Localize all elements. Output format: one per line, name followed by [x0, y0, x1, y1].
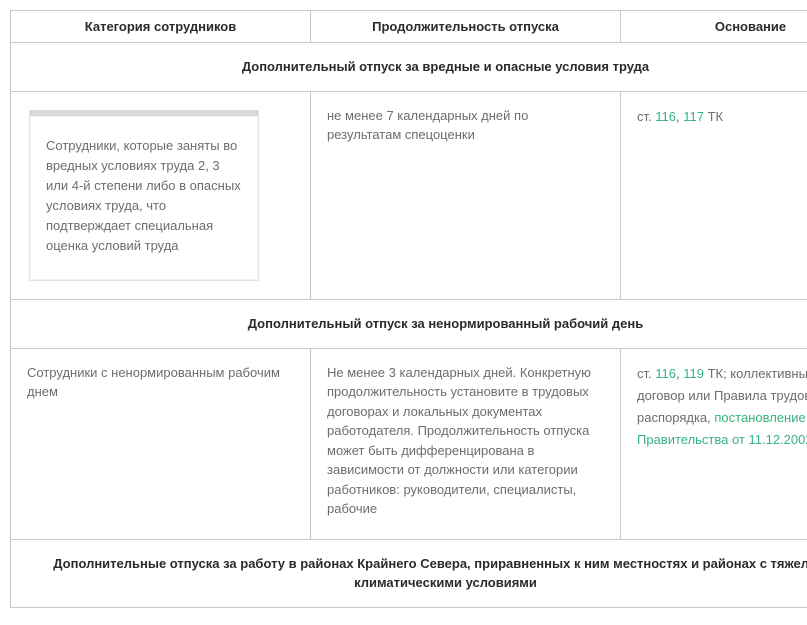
cell-duration: не менее 7 календарных дней по результат… — [311, 91, 621, 300]
leave-categories-table: Категория сотрудников Продолжительность … — [10, 10, 807, 608]
table-header-row: Категория сотрудников Продолжительность … — [11, 11, 807, 43]
basis-text: ст. — [637, 366, 655, 381]
cell-category: Сотрудники, которые заняты во вредных ус… — [11, 91, 311, 300]
cell-basis: ст. 116, 119 ТК; коллективный договор ил… — [621, 348, 807, 539]
section-title: Дополнительный отпуск за ненормированный… — [11, 300, 807, 349]
highlighted-category-box: Сотрудники, которые заняты во вредных ус… — [29, 110, 259, 282]
section-header-row: Дополнительный отпуск за вредные и опасн… — [11, 43, 807, 92]
legal-reference-link[interactable]: 116 — [655, 109, 676, 124]
col-header-duration: Продолжительность отпуска — [311, 11, 621, 43]
basis-text: ТК — [704, 109, 723, 124]
legal-reference-link[interactable]: 117 — [683, 109, 704, 124]
table-row: Сотрудники, которые заняты во вредных ус… — [11, 91, 807, 300]
legal-reference-link[interactable]: 119 — [683, 366, 704, 381]
section-title: Дополнительные отпуска за работу в район… — [11, 539, 807, 607]
section-header-row: Дополнительный отпуск за ненормированный… — [11, 300, 807, 349]
cell-duration: Не менее 3 календарных дней. Конкретную … — [311, 348, 621, 539]
cell-basis: ст. 116, 117 ТК — [621, 91, 807, 300]
section-title: Дополнительный отпуск за вредные и опасн… — [11, 43, 807, 92]
col-header-category: Категория сотрудников — [11, 11, 311, 43]
basis-text: ст. — [637, 109, 655, 124]
legal-reference-link[interactable]: 116 — [655, 366, 676, 381]
col-header-basis: Основание — [621, 11, 807, 43]
table-row: Сотрудники с ненормированным рабочим дне… — [11, 348, 807, 539]
section-header-row: Дополнительные отпуска за работу в район… — [11, 539, 807, 607]
cell-category: Сотрудники с ненормированным рабочим дне… — [11, 348, 311, 539]
